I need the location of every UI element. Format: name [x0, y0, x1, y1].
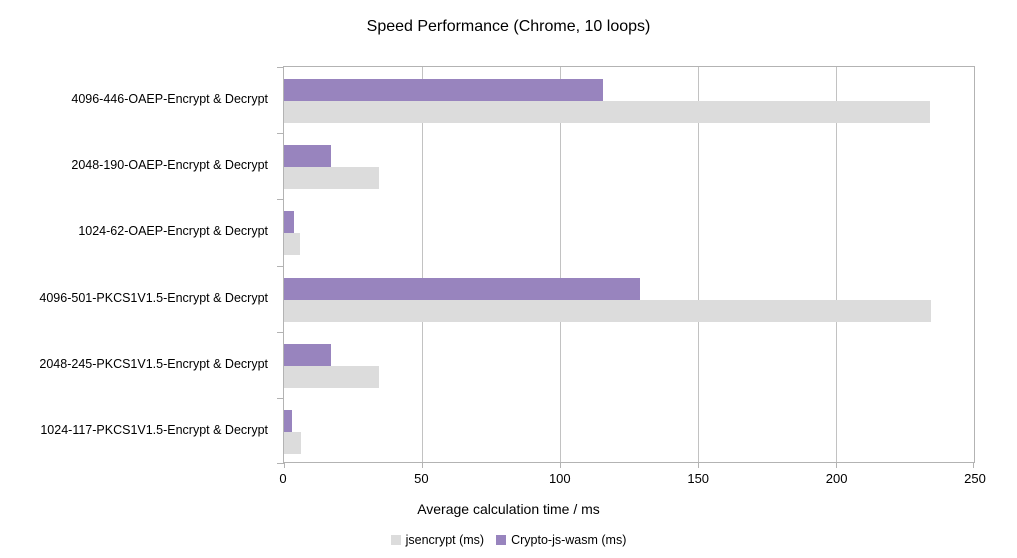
y-axis-tick-mark [277, 332, 284, 333]
plot-area [277, 66, 975, 468]
legend-label: jsencrypt (ms) [405, 533, 485, 547]
bar-crypto-js-wasm-ms [284, 145, 331, 168]
x-axis-tick-mark [422, 462, 423, 468]
bar-jsencrypt-ms [284, 101, 930, 123]
category-label: 4096-501-PKCS1V1.5-Encrypt & Decrypt [39, 290, 268, 305]
legend-swatch-icon [390, 535, 401, 545]
bar-crypto-js-wasm-ms [284, 409, 293, 432]
category-band [284, 133, 974, 199]
category-band [284, 398, 974, 464]
x-axis-tick-mark [698, 462, 699, 468]
legend-swatch-icon [496, 535, 507, 545]
x-axis-tick-label: 250 [964, 471, 986, 486]
legend-item: Crypto-js-wasm (ms) [496, 533, 626, 547]
gridline [422, 67, 423, 462]
category-label: 1024-117-PKCS1V1.5-Encrypt & Decrypt [40, 422, 268, 437]
y-axis-tick-mark [277, 398, 284, 399]
x-axis-tick-mark [973, 462, 974, 468]
bar-crypto-js-wasm-ms [284, 79, 603, 101]
chart-legend: jsencrypt (ms) Crypto-js-wasm (ms) [0, 533, 1017, 547]
legend-item: jsencrypt (ms) [390, 533, 485, 547]
y-axis-tick-mark [277, 463, 284, 464]
bar-jsencrypt-ms [284, 167, 380, 190]
bar-jsencrypt-ms [284, 365, 380, 388]
x-axis-tick-label: 50 [414, 471, 429, 486]
bar-crypto-js-wasm-ms [284, 211, 295, 234]
x-axis-tick-label: 0 [279, 471, 287, 486]
bar-crypto-js-wasm-ms [284, 343, 331, 366]
x-axis-tick-labels: 0 50 100 150 200 250 [279, 471, 985, 487]
gridline [560, 67, 561, 462]
category-band [284, 332, 974, 398]
x-axis-tick-label: 150 [687, 471, 710, 486]
category-label: 2048-190-OAEP-Encrypt & Decrypt [71, 158, 268, 173]
y-axis-tick-mark [277, 199, 284, 200]
x-axis-tick-label: 100 [548, 471, 571, 486]
category-label: 4096-446-OAEP-Encrypt & Decrypt [71, 92, 268, 107]
gridline [836, 67, 837, 462]
bar-jsencrypt-ms [284, 299, 932, 322]
y-axis-tick-mark [277, 266, 284, 267]
x-axis-tick-label: 200 [825, 471, 848, 486]
x-axis-tick-mark [560, 462, 561, 468]
category-band [284, 266, 974, 332]
gridline [698, 67, 699, 462]
category-band [284, 199, 974, 265]
category-label: 1024-62-OAEP-Encrypt & Decrypt [78, 224, 268, 239]
x-axis-tick-mark [284, 462, 285, 468]
chart-title: Speed Performance (Chrome, 10 loops) [366, 18, 651, 35]
bar-jsencrypt-ms [284, 431, 301, 454]
bar-crypto-js-wasm-ms [284, 277, 641, 300]
bar-jsencrypt-ms [284, 233, 300, 256]
category-label: 2048-245-PKCS1V1.5-Encrypt & Decrypt [39, 356, 268, 371]
x-axis-tick-mark [836, 462, 837, 468]
y-axis-tick-mark [277, 133, 284, 134]
y-axis-category-labels: 4096-446-OAEP-Encrypt & Decrypt 2048-190-… [0, 66, 276, 463]
y-axis-tick-mark [277, 67, 284, 68]
x-axis-title: Average calculation time / ms [417, 501, 600, 517]
category-band [284, 67, 974, 133]
legend-label: Crypto-js-wasm (ms) [511, 533, 627, 547]
